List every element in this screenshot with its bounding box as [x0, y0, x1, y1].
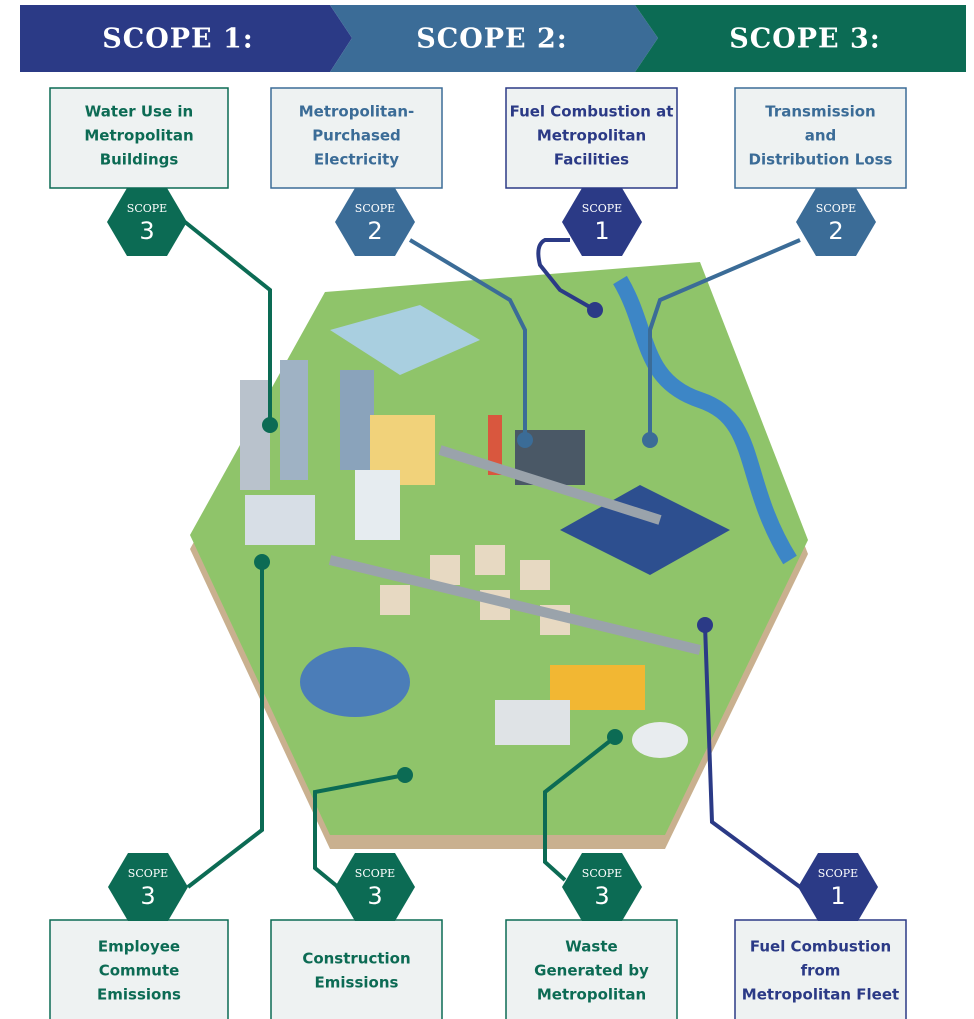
badge-number: 2	[828, 217, 843, 245]
scope-heading: SCOPE 3:	[729, 24, 881, 55]
scope-heading: SCOPE 2:	[416, 24, 568, 55]
connector-dot	[517, 432, 533, 448]
connector-dot	[642, 432, 658, 448]
box-label: from	[801, 962, 841, 980]
badge-number: 2	[367, 217, 382, 245]
box-label: Emissions	[315, 974, 399, 992]
box-label: and	[805, 127, 837, 145]
box-label: Construction	[302, 950, 410, 968]
box-label: Emissions	[97, 986, 181, 1004]
connector-dot	[607, 729, 623, 745]
badge-number: 3	[367, 882, 382, 910]
box-label: Metropolitan-	[299, 103, 415, 121]
box-label: Fuel Combustion at	[510, 103, 674, 121]
badge-number: 1	[594, 217, 609, 245]
box-label: Generated by	[534, 962, 649, 980]
box-label: Distribution Loss	[749, 151, 893, 169]
connector-dot	[397, 767, 413, 783]
scope-heading: SCOPE 1:	[102, 24, 254, 55]
badge-word: SCOPE	[128, 867, 168, 880]
badge-word: SCOPE	[127, 202, 167, 215]
box-label: Purchased	[312, 127, 401, 145]
box-label: Water Use in	[85, 103, 193, 121]
connector-dot	[254, 554, 270, 570]
box-label: Metropolitan	[537, 986, 646, 1004]
box-label: Fuel Combustion	[750, 938, 891, 956]
box-label: Metropolitan Fleet	[742, 986, 899, 1004]
box-label: Waste	[565, 938, 617, 956]
badge-word: SCOPE	[582, 202, 622, 215]
badge-word: SCOPE	[816, 202, 856, 215]
badge-number: 3	[139, 217, 154, 245]
box-label: Employee	[98, 938, 180, 956]
box-label: Facilities	[554, 151, 629, 169]
badge-number: 3	[594, 882, 609, 910]
box-label: Metropolitan	[537, 127, 646, 145]
badge-number: 1	[830, 882, 845, 910]
badge-word: SCOPE	[355, 202, 395, 215]
badge-number: 3	[140, 882, 155, 910]
city-illustration	[190, 262, 808, 849]
badge-word: SCOPE	[582, 867, 622, 880]
connector-dot	[587, 302, 603, 318]
box-label: Metropolitan	[84, 127, 193, 145]
badge-word: SCOPE	[818, 867, 858, 880]
connector-dot	[697, 617, 713, 633]
info-box	[271, 920, 442, 1019]
box-label: Transmission	[765, 103, 875, 121]
connector-dot	[262, 417, 278, 433]
box-label: Electricity	[314, 151, 399, 169]
box-label: Buildings	[100, 151, 179, 169]
box-label: Commute	[99, 962, 180, 980]
badge-word: SCOPE	[355, 867, 395, 880]
infographic: SCOPE 1: SCOPE 2: SCOPE 3: Water Use in Metr…	[0, 0, 974, 1019]
